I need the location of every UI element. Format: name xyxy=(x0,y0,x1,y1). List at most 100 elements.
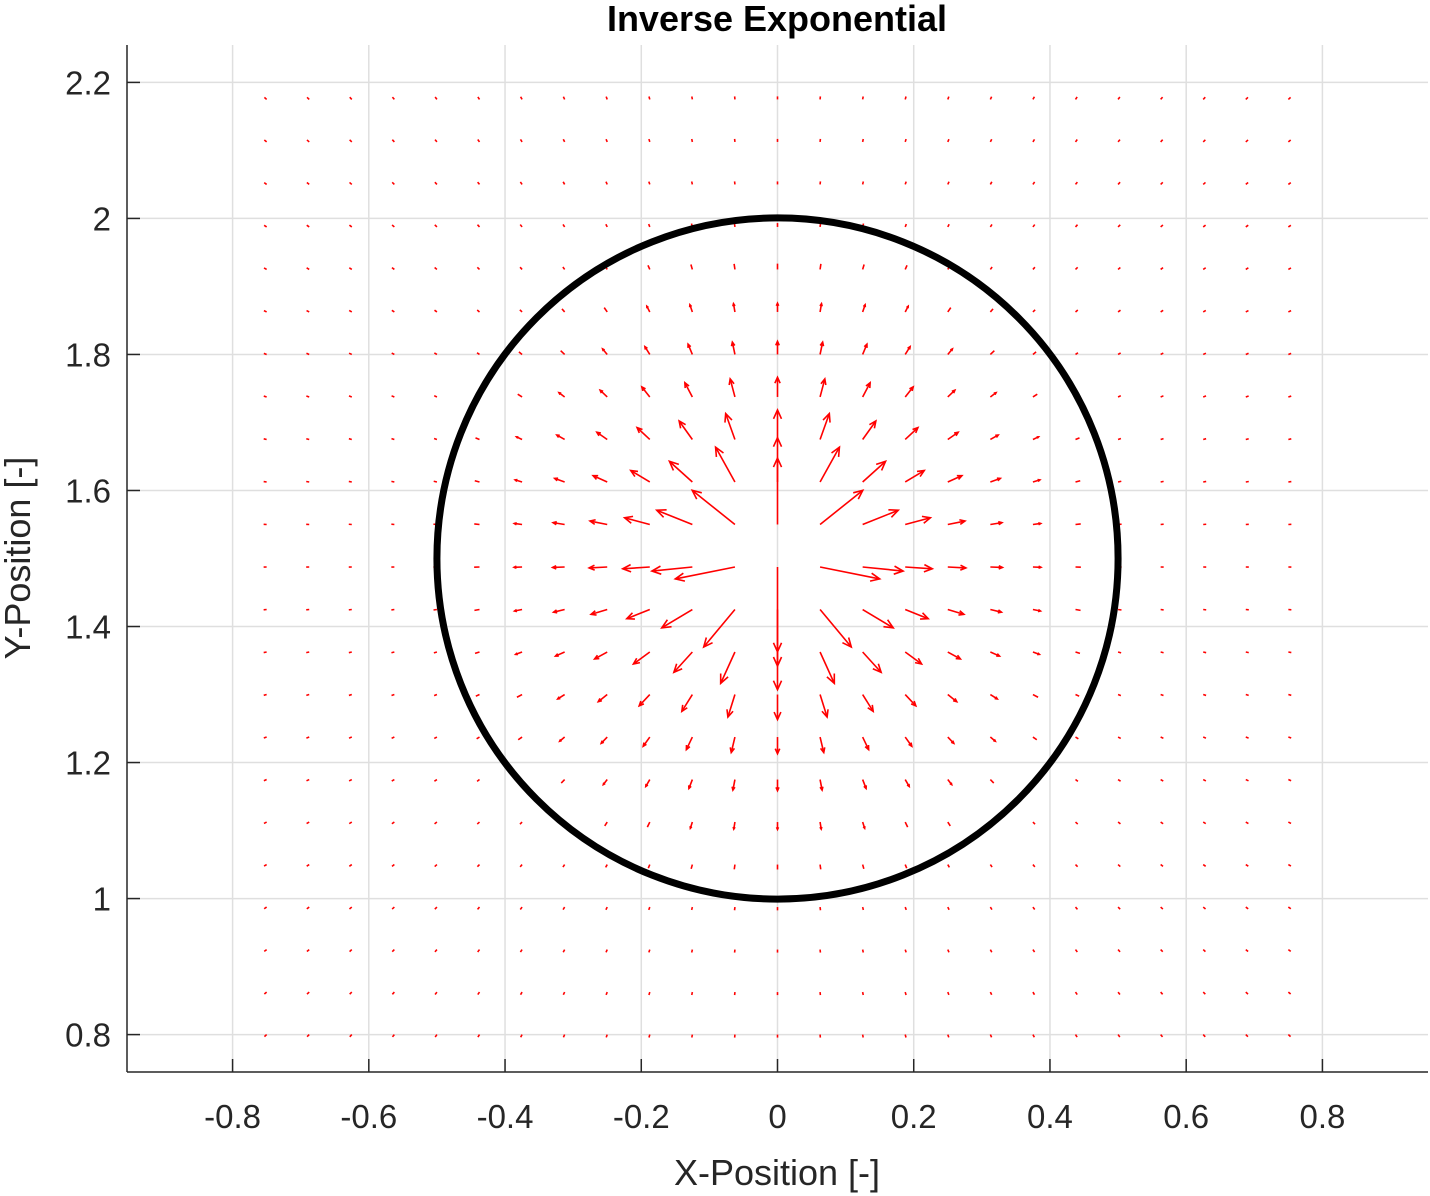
field-arrow xyxy=(348,309,353,313)
field-arrow xyxy=(1032,864,1036,868)
field-arrow xyxy=(687,779,694,791)
field-arrow xyxy=(512,565,523,570)
field-arrow xyxy=(391,181,395,185)
field-arrow xyxy=(1202,352,1207,356)
field-arrow xyxy=(1117,863,1121,868)
field-arrow xyxy=(263,906,268,910)
field-arrow xyxy=(1245,863,1249,867)
field-arrow xyxy=(1288,778,1292,782)
field-arrow xyxy=(647,223,651,228)
field-arrow xyxy=(1032,821,1036,825)
field-arrow xyxy=(348,480,352,483)
field-arrow xyxy=(596,693,608,703)
field-arrow xyxy=(648,96,651,100)
field-arrow xyxy=(1288,651,1292,654)
field-arrow xyxy=(645,304,651,313)
field-arrow xyxy=(306,991,310,995)
field-arrow xyxy=(667,460,693,483)
field-arrow xyxy=(348,651,352,654)
field-arrow xyxy=(605,138,608,143)
field-arrow xyxy=(476,906,481,910)
field-arrow xyxy=(391,863,395,868)
field-arrow xyxy=(434,821,438,825)
field-arrow xyxy=(904,991,907,996)
field-arrow xyxy=(947,821,951,827)
field-arrow xyxy=(349,991,353,995)
field-arrow xyxy=(1287,906,1292,910)
field-arrow xyxy=(819,694,829,719)
field-arrow xyxy=(519,991,523,996)
x-tick-label: 0.4 xyxy=(1027,1098,1073,1135)
field-arrow xyxy=(989,391,998,398)
field-arrow xyxy=(905,515,933,526)
field-arrow xyxy=(1075,736,1079,740)
field-arrow xyxy=(861,342,868,355)
field-arrow xyxy=(476,224,481,228)
field-arrow xyxy=(391,139,395,143)
field-arrow xyxy=(1032,949,1036,953)
field-arrow xyxy=(947,564,968,571)
field-arrow xyxy=(595,431,608,441)
y-tick-label: 0.8 xyxy=(65,1017,111,1054)
field-arrow xyxy=(605,991,608,996)
field-arrow xyxy=(391,96,395,100)
boundary-circle xyxy=(433,214,1122,903)
field-arrow xyxy=(1160,96,1164,100)
y-axis-label: Y-Position [-] xyxy=(0,457,38,660)
field-arrow xyxy=(1032,1034,1036,1038)
field-arrow xyxy=(1287,991,1292,995)
field-arrow xyxy=(728,377,736,398)
field-arrow xyxy=(687,342,694,355)
field-arrow xyxy=(391,309,395,313)
y-tick-label: 1.2 xyxy=(65,745,111,782)
field-arrow xyxy=(947,651,963,660)
field-arrow xyxy=(1117,693,1122,697)
field-arrow xyxy=(1117,139,1121,143)
field-arrow xyxy=(904,821,909,828)
field-arrow xyxy=(989,308,994,313)
field-arrow xyxy=(605,906,608,911)
field-arrow xyxy=(989,991,993,996)
field-arrow xyxy=(861,264,865,270)
field-arrow xyxy=(1032,736,1038,741)
field-arrow xyxy=(861,1034,864,1038)
field-arrow xyxy=(772,435,783,482)
field-arrow xyxy=(1160,395,1164,398)
field-arrow xyxy=(660,608,693,629)
field-arrow xyxy=(551,608,565,614)
field-arrow xyxy=(1287,1034,1292,1038)
field-arrow xyxy=(1160,991,1164,995)
field-arrow xyxy=(947,307,952,313)
field-arrow xyxy=(947,949,950,953)
field-arrow xyxy=(604,821,608,827)
field-arrow xyxy=(1032,521,1043,526)
field-arrow xyxy=(587,564,608,571)
field-arrow xyxy=(947,1034,950,1038)
field-arrow xyxy=(1160,480,1164,483)
field-arrow xyxy=(553,651,565,657)
field-arrow xyxy=(1245,139,1249,143)
field-arrow xyxy=(648,1034,651,1038)
field-arrow xyxy=(1075,778,1079,782)
field-arrow xyxy=(348,906,353,910)
field-arrow xyxy=(629,469,651,483)
field-arrow xyxy=(1160,139,1164,143)
field-arrow xyxy=(1117,309,1121,313)
field-arrow xyxy=(433,608,438,611)
field-arrow xyxy=(1245,96,1249,100)
field-arrow xyxy=(601,347,608,355)
field-arrow xyxy=(591,474,608,483)
field-arrow xyxy=(1117,949,1121,953)
field-arrow xyxy=(1245,991,1249,995)
field-arrow xyxy=(519,224,523,228)
field-arrow xyxy=(1202,991,1206,995)
field-arrow xyxy=(1117,906,1121,910)
field-arrow xyxy=(562,138,566,143)
field-arrow xyxy=(688,302,694,313)
field-arrow xyxy=(1203,480,1207,483)
field-arrow xyxy=(726,694,736,719)
field-arrow xyxy=(1075,437,1080,441)
x-tick-label: -0.6 xyxy=(340,1098,397,1135)
field-arrow xyxy=(1032,906,1036,910)
field-arrow xyxy=(263,395,267,398)
